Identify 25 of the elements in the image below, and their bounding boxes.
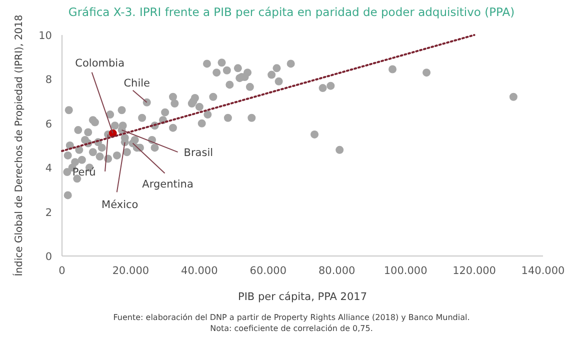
y-tick-label: 4 [45, 162, 52, 175]
y-tick-label: 10 [38, 30, 52, 42]
x-tick-label: 80.000 [318, 265, 356, 277]
x-axis-title: PIB per cápita, PPA 2017 [238, 291, 367, 303]
annotation: Chile [124, 77, 150, 90]
annotation: Brasil [184, 147, 214, 160]
x-tick-label: 100.000 [384, 265, 428, 277]
annotation: Perú [72, 166, 96, 178]
x-tick-label: 0 [58, 265, 66, 277]
x-tick-label: 40.000 [181, 265, 218, 277]
annotation: Argentina [142, 178, 194, 190]
y-tick-label: 2 [45, 206, 52, 219]
x-tick-label: 60.000 [250, 265, 287, 277]
y-axis-title: Índice Global de Derechos de Propiedad (IPRI), 2018 [12, 14, 25, 276]
x-tick-label: 20.000 [112, 265, 150, 277]
annotation: Colombia [75, 57, 125, 70]
y-tick-label: 6 [45, 118, 52, 130]
chart-title: Gráfica X-3. IPRI frente a PIB per cápita en paridad de poder adquisitivo (PPA) [68, 5, 515, 19]
source-note: Fuente: elaboración del DNP a partir de Property Rights Alliance (2018) y Banco Mundial. [113, 313, 470, 322]
annotation: México [102, 199, 138, 212]
y-tick-label: 8 [45, 74, 52, 86]
y-tick-label: 0 [45, 251, 52, 263]
x-tick-label: 140.000 [521, 265, 565, 277]
x-tick-label: 120.000 [452, 265, 496, 277]
text: Nota: coeficiente de correlación de 0,75. [210, 324, 373, 333]
